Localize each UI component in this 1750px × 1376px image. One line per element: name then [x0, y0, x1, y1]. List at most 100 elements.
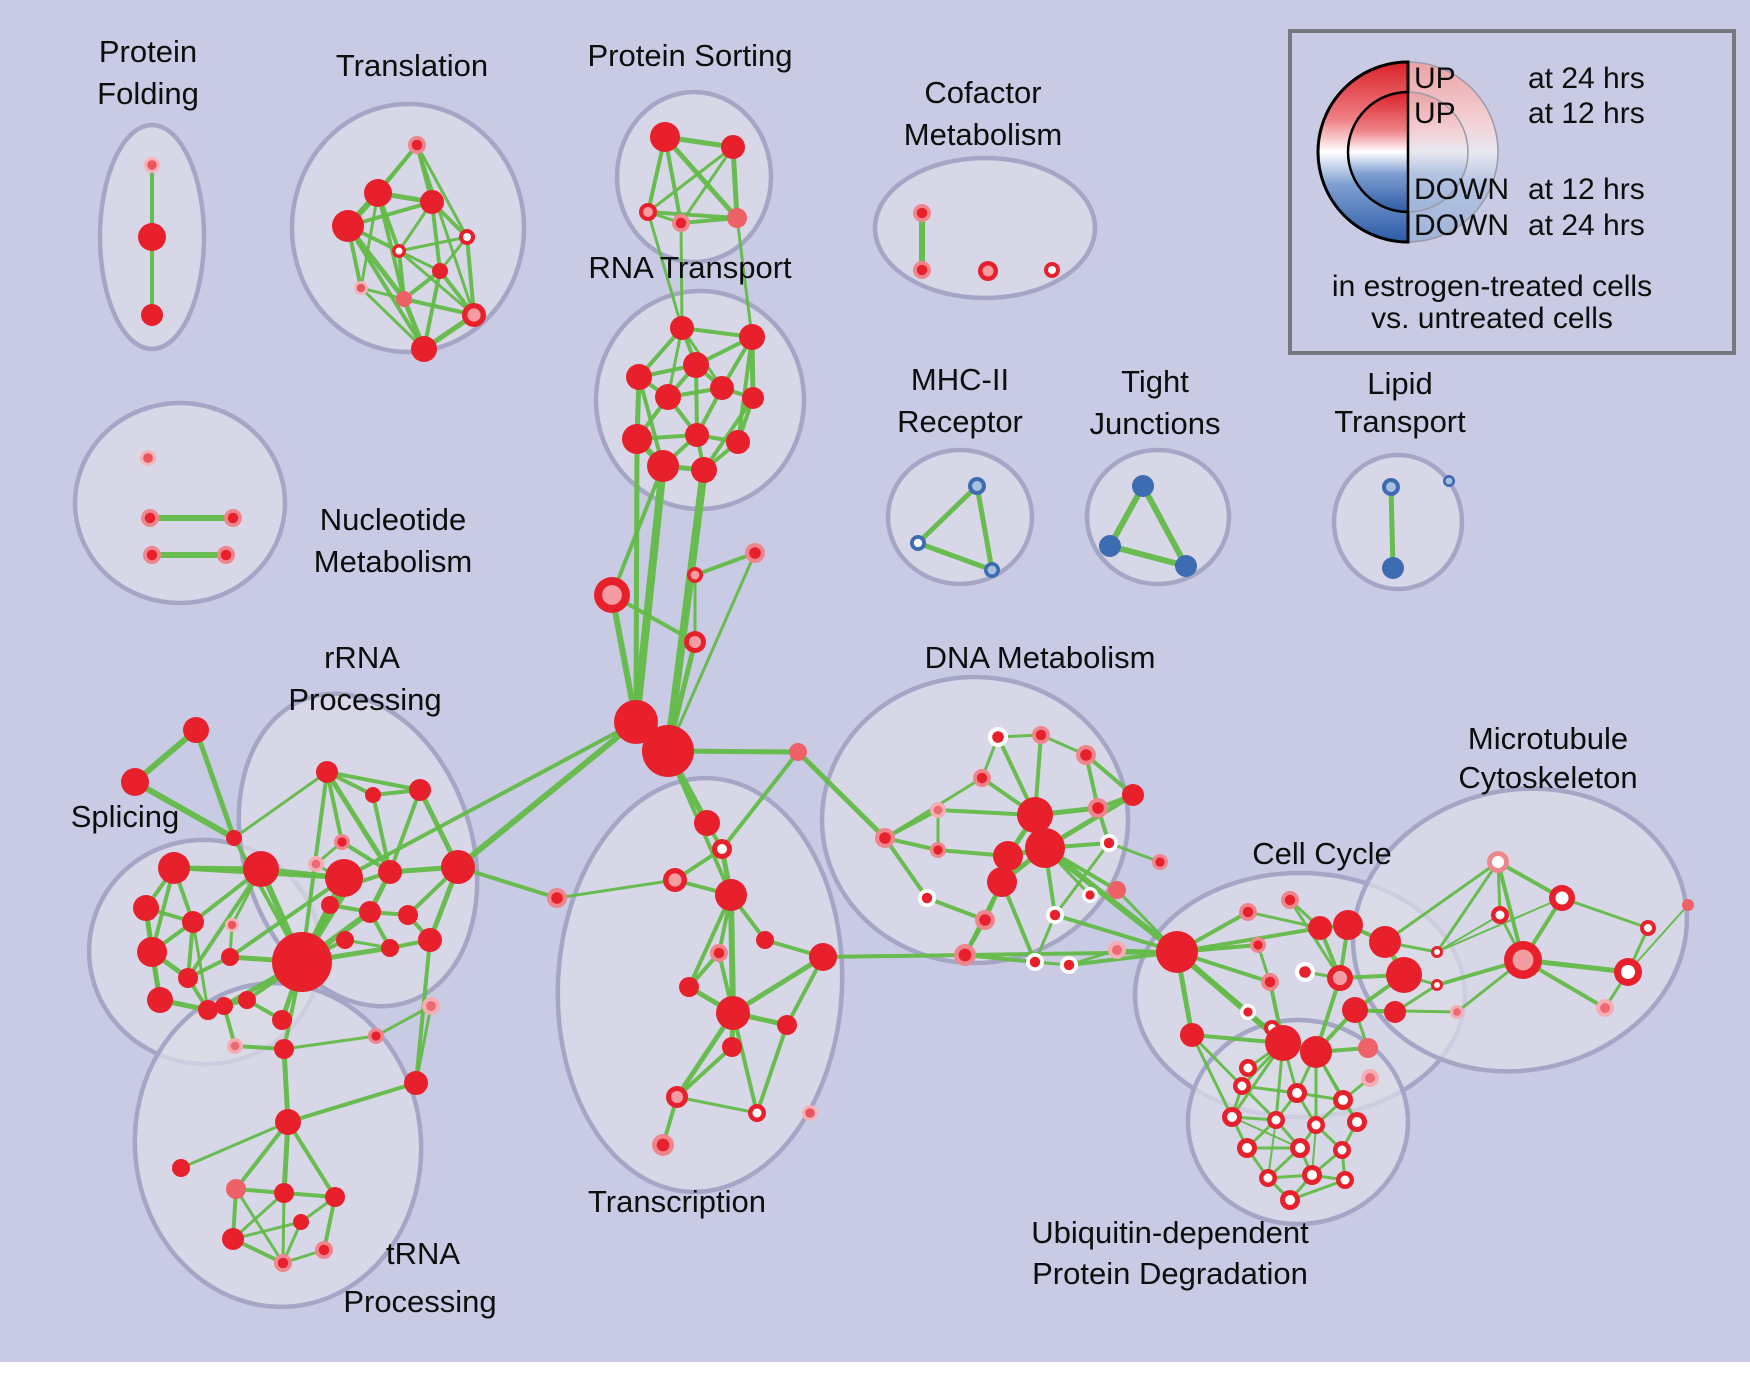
network-node-g0: [1156, 931, 1198, 973]
network-node-rr3: [334, 834, 350, 850]
node-inner-core: [916, 207, 928, 219]
network-node-tx5: [756, 931, 774, 949]
network-node-tl3: [332, 210, 364, 242]
network-edge: [414, 1004, 433, 1085]
network-edge: [755, 1023, 789, 1115]
cluster-label-rrna-processing-1: Processing: [288, 682, 441, 717]
network-node-tn3: [275, 1109, 301, 1135]
network-node-mh1: [910, 535, 926, 551]
node-inner-core: [1242, 906, 1254, 918]
network-edge: [374, 1004, 433, 1038]
node-inner-core: [277, 1257, 289, 1269]
node-outer-ring: [138, 223, 166, 251]
network-edge: [1175, 926, 1322, 954]
node-inner-core: [976, 772, 988, 784]
network-node-dn8: [930, 842, 946, 858]
node-outer-ring: [332, 210, 364, 242]
network-node-sp16: [272, 1010, 292, 1030]
node-outer-ring: [777, 1015, 797, 1035]
node-outer-ring: [715, 879, 747, 911]
node-inner-core: [1237, 1081, 1247, 1091]
legend-box: [1288, 29, 1736, 355]
node-outer-ring: [683, 352, 709, 378]
node-inner-core: [879, 832, 891, 844]
network-node-ub8: [1290, 1138, 1310, 1158]
node-outer-ring: [226, 1179, 246, 1199]
network-node-sp9: [137, 937, 167, 967]
network-edge: [1267, 1119, 1277, 1179]
cluster-label-splicing-0: Splicing: [71, 799, 180, 834]
node-outer-ring: [726, 430, 750, 454]
node-outer-ring: [274, 1183, 294, 1203]
network-node-tn9: [274, 1254, 292, 1272]
node-inner-core: [933, 845, 943, 855]
network-node-cc1: [1281, 891, 1299, 909]
network-node-sp15: [238, 991, 256, 1009]
cluster-label-rna-transport-0: RNA Transport: [588, 250, 792, 285]
network-node-rr11: [336, 931, 354, 949]
node-inner-core: [972, 481, 982, 491]
network-node-dn0: [875, 828, 895, 848]
node-inner-core: [1644, 924, 1652, 932]
cluster-ellipse-lipid-transport: [1331, 452, 1465, 592]
network-node-tx12: [652, 1134, 674, 1156]
network-edge: [415, 143, 476, 317]
network-edge: [325, 770, 344, 844]
cluster-label-lipid-transport-0: Lipid: [1367, 366, 1433, 401]
node-outer-ring: [275, 1109, 301, 1135]
network-node-mt7: [1682, 899, 1694, 911]
network-edge: [646, 145, 735, 214]
node-outer-ring: [147, 987, 173, 1013]
cluster-label-tight-junctions-1: Junctions: [1090, 406, 1221, 441]
network-node-rt3: [626, 364, 652, 390]
node-inner-core: [1434, 982, 1440, 988]
node-outer-ring: [694, 810, 720, 836]
network-edge: [282, 1034, 378, 1051]
node-outer-ring: [133, 895, 159, 921]
cluster-label-transcription-0: Transcription: [588, 1184, 766, 1219]
network-node-rr2: [409, 779, 431, 801]
network-node-ub12: [1280, 1190, 1300, 1210]
network-node-rt11: [691, 457, 717, 483]
network-edge: [1107, 483, 1146, 549]
node-inner-core: [992, 731, 1004, 743]
legend-gradient-circle: [1346, 90, 1410, 214]
network-edge: [415, 143, 469, 239]
node-outer-ring: [647, 450, 679, 482]
network-node-hb6: [789, 743, 807, 761]
network-node-ps4: [727, 208, 747, 228]
network-node-tl6: [432, 263, 448, 279]
node-outer-ring: [316, 761, 338, 783]
network-node-cc15: [1239, 1059, 1257, 1077]
network-edge: [915, 483, 980, 546]
legend-time-1: at 12 hrs: [1528, 97, 1645, 130]
network-node-tx11: [722, 1037, 742, 1057]
node-outer-ring: [172, 1159, 190, 1177]
network-edge: [795, 749, 888, 841]
network-node-tx0: [694, 810, 720, 836]
network-node-rt6: [742, 387, 764, 409]
node-outer-ring: [742, 387, 764, 409]
cluster-ellipse-cofactor-metabolism: [872, 155, 1098, 301]
network-node-tj0: [1132, 475, 1154, 497]
network-edge: [675, 1095, 759, 1115]
network-node-tx10: [777, 1015, 797, 1035]
network-node-mt3: [1504, 941, 1542, 979]
network-node-sp10: [178, 968, 198, 988]
network-node-tn11: [293, 1214, 309, 1230]
network-node-cc19: [1431, 979, 1443, 991]
node-inner-core: [916, 264, 928, 276]
node-outer-ring: [670, 316, 694, 340]
network-node-dn16: [1046, 906, 1064, 924]
node-outer-ring: [789, 743, 807, 761]
network-node-dn21: [1152, 854, 1168, 870]
network-node-cc8: [1295, 962, 1315, 982]
node-inner-core: [958, 948, 972, 962]
node-outer-ring: [1333, 910, 1363, 940]
network-edge: [731, 1011, 759, 1115]
node-outer-ring: [404, 1071, 428, 1095]
node-outer-ring: [1682, 899, 1694, 911]
network-edge: [388, 788, 422, 874]
